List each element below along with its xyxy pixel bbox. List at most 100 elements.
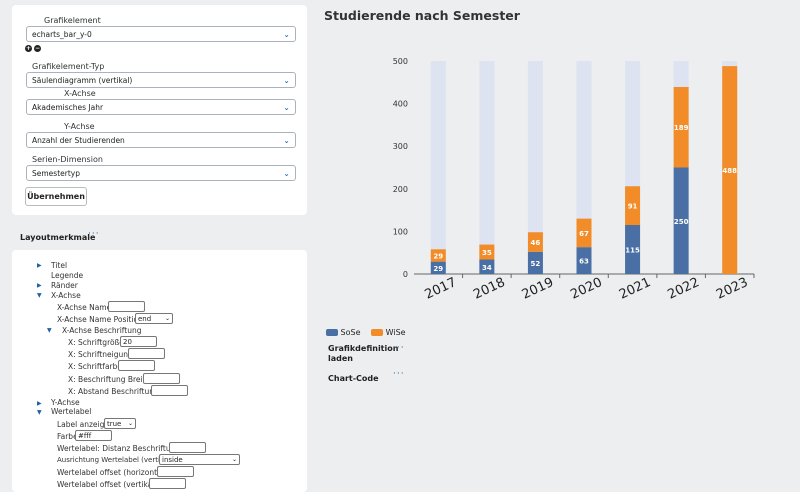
abstand-label: X: Abstand Beschriftung [68,387,159,396]
label-anzeigen-select[interactable]: true ⌄ [104,418,136,429]
chart-code-menu-dots[interactable]: ··· [393,369,405,379]
ausrichtung-value: inside [162,456,183,464]
y-tick-label: 300 [393,142,408,151]
bar-sose [576,247,592,274]
bar-wise [527,232,543,252]
offset-h-label: Wertelabel offset (horizontal) [57,468,167,477]
tree-yachse[interactable]: Y-Achse [51,398,80,407]
legend-swatch-wise [371,329,384,336]
farbe-value: #fff [78,432,92,440]
offset-v-label: Wertelabel offset (vertikal) [57,480,158,489]
bar-sose [430,261,446,274]
bar-wise [479,244,495,260]
grafikdef-heading: Grafikdefinition laden [328,344,399,363]
distanz-input[interactable] [169,442,206,453]
layout-menu-dots[interactable]: ··· [88,229,100,239]
x-tick-label: 2023 [714,275,750,303]
x-name-pos-select[interactable]: end ⌄ [135,313,173,324]
bar-wise [722,66,738,274]
chart-code-heading: Chart-Code [328,374,379,383]
data-label: 46 [531,239,541,247]
series-select[interactable]: Semestertyp ⌄ [26,165,296,181]
chevron-down-icon: ⌄ [283,76,290,85]
data-label: 91 [628,203,638,211]
data-label: 29 [433,265,443,273]
y-achse-select[interactable]: Anzahl der Studierenden ⌄ [26,132,296,148]
farbe-input[interactable]: #fff [75,430,112,441]
layout-heading: Layoutmerkmale [20,233,96,242]
y-tick-label: 400 [393,100,408,109]
data-label: 250 [674,218,689,226]
beschr-breite-input[interactable] [143,373,180,384]
ausrichtung-select[interactable]: inside ⌄ [159,454,240,465]
x-tick-label: 2018 [471,275,507,303]
bar-sose [479,259,495,274]
chevron-down-icon: ⌄ [283,103,290,112]
typ-select[interactable]: Säulendiagramm (vertikal) ⌄ [26,72,296,88]
x-tick-label: 2022 [665,275,701,303]
tree-xachse[interactable]: X-Achse [51,291,81,300]
distanz-label: Wertelabel: Distanz Beschriftung [57,444,181,453]
chevron-down-icon: ⌄ [231,456,237,463]
x-tick-label: 2021 [617,275,653,303]
beschr-breite-label: X: Beschriftung Breite [68,375,151,384]
series-label: Serien-Dimension [32,155,103,164]
config-panel: Grafikelement echarts_bar_y-0 ⌄ + − Graf… [12,5,307,215]
remove-icon[interactable]: − [34,45,41,52]
x-name-input[interactable] [108,301,145,312]
grafikdef-menu-dots[interactable]: ··· [393,343,405,353]
triangle-down-icon[interactable]: ▼ [47,327,52,334]
offset-v-input[interactable] [149,478,186,489]
background-bar [430,61,446,274]
background-bar [527,61,543,274]
tree-x-beschriftung[interactable]: X-Achse Beschriftung [62,326,142,335]
bar-wise [576,218,592,248]
triangle-down-icon[interactable]: ▼ [37,409,42,416]
legend: SoSe WiSe [326,328,406,337]
schriftneigung-input[interactable] [128,348,165,359]
triangle-right-icon[interactable]: ▶ [37,400,42,407]
add-icon[interactable]: + [25,45,32,52]
x-achse-select[interactable]: Akademisches Jahr ⌄ [26,99,296,115]
tree-legende[interactable]: Legende [51,271,84,280]
y-tick-label: 0 [403,270,408,279]
grafikelement-select[interactable]: echarts_bar_y-0 ⌄ [26,26,296,42]
series-value: Semestertyp [32,169,80,178]
y-achse-value: Anzahl der Studierenden [32,136,125,145]
tree-raender[interactable]: Ränder [51,281,78,290]
farbe-label: Farbe [57,432,78,441]
abstand-input[interactable] [151,385,188,396]
bar-chart: 0 100 200 300 400 500 29 29 2017 34 35 2018 52 46 2019… [393,57,755,303]
typ-value: Säulendiagramm (vertikal) [32,76,133,85]
x-tick-label: 2019 [520,275,556,303]
legend-swatch-sose [326,329,338,336]
label-anzeigen-value: true [107,420,122,428]
data-label: 488 [722,167,737,175]
offset-h-input[interactable] [157,466,194,477]
schriftfarbe-input[interactable] [118,360,155,371]
schriftgroesse-input[interactable]: 20 [120,336,157,347]
tree-wertelabel[interactable]: Wertelabel [51,407,92,416]
schriftfarbe-label: X: Schriftfarbe [68,362,122,371]
data-label: 52 [531,260,541,268]
triangle-down-icon[interactable]: ▼ [37,292,42,299]
tree-titel[interactable]: Titel [51,261,68,270]
triangle-right-icon[interactable]: ▶ [37,262,42,269]
chevron-down-icon: ⌄ [283,169,290,178]
data-label: 189 [674,124,689,132]
x-tick-label: 2017 [423,275,459,303]
data-label: 115 [625,247,640,255]
bar-sose [625,225,641,274]
x-tick-label: 2020 [568,275,604,303]
chevron-down-icon: ⌄ [283,30,290,39]
chevron-down-icon: ⌄ [283,136,290,145]
apply-button[interactable]: Übernehmen [25,187,87,206]
x-name-label: X-Achse Name [57,303,112,312]
ausrichtung-label: Ausrichtung Wertelabel (vertikal) [57,456,173,464]
x-achse-label: X-Achse [64,89,96,98]
grafikelement-label: Grafikelement [44,16,101,25]
triangle-right-icon[interactable]: ▶ [37,282,42,289]
layout-tree-panel: ▶ Titel Legende ▶ Ränder ▼ X-Achse X-Ach… [12,250,307,492]
bar-wise [625,186,641,226]
bar-wise [673,86,689,168]
